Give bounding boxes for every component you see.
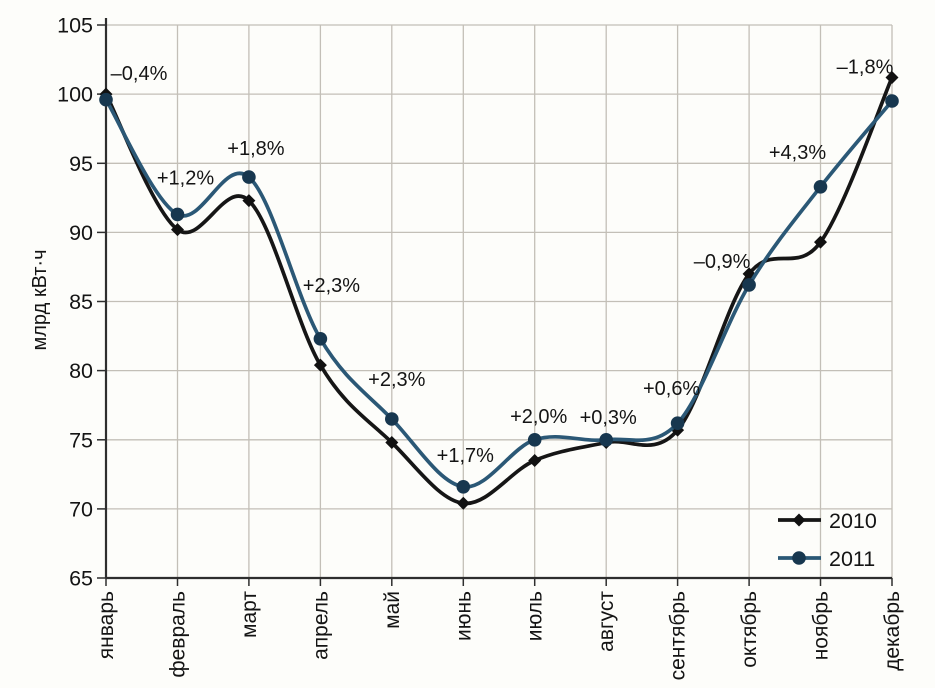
x-tick-label: август [595,591,618,652]
x-tick-label: ноябрь [810,591,833,660]
legend-label-2011: 2011 [829,547,875,571]
point-label-июль: +2,0% [510,406,567,428]
y-axis-title: млрд кВт·ч [29,250,51,351]
point-label-октябрь: –0,9% [694,251,751,273]
legend: 2010 2011 [778,509,877,571]
series-2010 [99,71,899,510]
y-tick-label: 80 [69,359,93,383]
x-tick-label: апрель [309,591,332,660]
x-tick-label: сентябрь [667,591,690,680]
point-label-сентябрь: +0,6% [643,378,700,400]
point-label-март: +1,8% [227,138,284,160]
point-labels: –0,4% +1,2% +1,8% +2,3% +2,3% +1,7% +2,0% +0,3%… [111,57,894,467]
legend-label-2010: 2010 [829,509,877,533]
point-label-август: +0,3% [580,407,637,429]
y-tick-labels: 65 70 75 80 85 90 95 100 105 [57,14,93,591]
series-line-2011 [104,97,894,489]
axes [104,18,892,580]
x-tick-label: октябрь [738,591,761,668]
data-point-2010-ноябрь [814,235,827,249]
y-tick-label: 85 [69,290,93,314]
x-tick-label: март [238,591,261,638]
data-point-2011-июль [527,433,542,447]
legend-marker-2010 [792,513,806,527]
point-label-декабрь: –1,8% [837,57,894,79]
data-point-2011-январь [99,92,113,107]
point-label-апрель: +2,3% [303,275,360,297]
data-point-2010-февраль [171,223,184,237]
y-tick-label: 95 [69,152,93,176]
point-label-ноябрь: +4,3% [769,142,826,164]
x-tick-label: июнь [452,591,475,641]
data-point-2011-октябрь [742,278,756,292]
data-point-2011-март [242,170,256,184]
data-point-2010-март [242,194,256,208]
y-tick-label: 100 [57,83,93,107]
data-point-2011-май [385,412,399,426]
data-point-2010-июнь [456,496,470,510]
point-label-май: +2,3% [368,369,425,391]
x-tick-labels: январь февраль март апрель май июнь июль август… [95,591,904,681]
x-tick-label: февраль [167,591,190,678]
point-label-январь: –0,4% [111,63,168,85]
data-point-2010-апрель [313,358,327,372]
legend-marker-2011 [792,551,806,565]
data-point-2011-декабрь [885,94,899,108]
point-label-февраль: +1,2% [157,167,214,189]
legend-item-2011: 2011 [778,547,875,571]
y-tick-label: 70 [69,497,93,521]
data-point-2010-июль [528,454,542,467]
data-point-2011-сентябрь [670,416,685,431]
axis-ticks [97,24,893,586]
x-tick-label: январь [95,591,118,659]
x-tick-label: декабрь [881,591,904,671]
data-point-2011-апрель [313,332,328,346]
data-point-2010-май [385,436,399,449]
y-tick-label: 90 [69,221,93,245]
data-point-2011-август [599,433,613,447]
data-point-2011-июнь [456,480,471,494]
y-tick-label: 75 [69,428,93,452]
y-tick-label: 65 [69,567,93,591]
series-2011 [99,92,899,494]
data-point-2011-ноябрь [813,180,828,194]
point-label-июнь: +1,7% [437,445,494,467]
data-point-2011-февраль [170,207,185,222]
legend-item-2010: 2010 [778,509,877,533]
gridlines [106,24,893,578]
x-tick-label: май [381,591,404,629]
series-line-2010 [104,75,894,506]
x-tick-label: июль [524,591,547,641]
y-tick-label: 105 [57,14,93,38]
data-point-2010-декабрь [885,71,899,84]
